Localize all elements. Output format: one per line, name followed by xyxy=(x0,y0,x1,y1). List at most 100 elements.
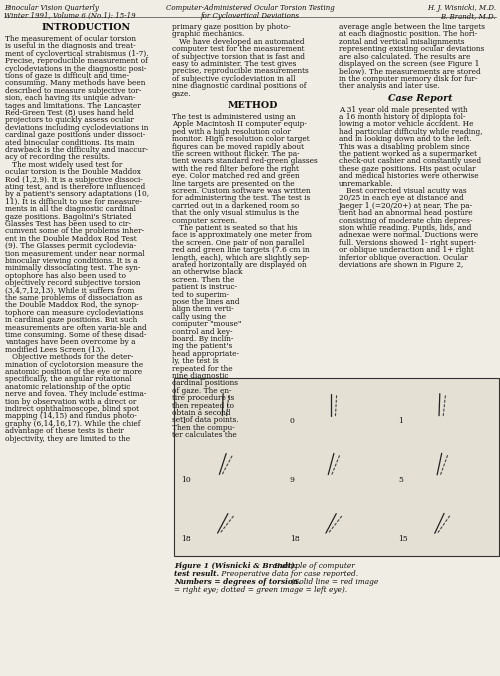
Text: tions of gaze is difficult and time-: tions of gaze is difficult and time- xyxy=(5,72,129,80)
Text: face is approximately one meter from: face is approximately one meter from xyxy=(172,231,312,239)
Text: drawback is the difficulty and inaccur-: drawback is the difficulty and inaccur- xyxy=(5,146,148,154)
Text: nerve and fovea. They include estima-: nerve and fovea. They include estima- xyxy=(5,390,146,398)
Text: Jaeger 1 (=20/20+) at near. The pa-: Jaeger 1 (=20/20+) at near. The pa- xyxy=(339,202,473,210)
Text: Objective methods for the deter-: Objective methods for the deter- xyxy=(5,353,134,361)
Text: Figure 1 (Wisnicki & Brandt):: Figure 1 (Wisnicki & Brandt): xyxy=(174,562,298,570)
Text: by a patient's sensory adaptations (10,: by a patient's sensory adaptations (10, xyxy=(5,191,149,198)
Text: nine diagnostic cardinal positions of: nine diagnostic cardinal positions of xyxy=(172,82,306,90)
Text: repeated for the: repeated for the xyxy=(172,364,233,372)
Text: ments in all the diagnostic cardinal: ments in all the diagnostic cardinal xyxy=(5,206,136,213)
Text: projectors to quickly assess ocular: projectors to quickly assess ocular xyxy=(5,116,134,124)
Text: unremarkable.: unremarkable. xyxy=(339,180,394,188)
Text: primary gaze position by photo-: primary gaze position by photo- xyxy=(172,23,290,31)
Text: set of data points.: set of data points. xyxy=(172,416,239,425)
Text: head appropriate-: head appropriate- xyxy=(172,349,239,358)
Text: tages and limitations. The Lancaster: tages and limitations. The Lancaster xyxy=(5,101,141,110)
Text: 1: 1 xyxy=(398,416,403,425)
Text: Glasses Test has been used to cir-: Glasses Test has been used to cir- xyxy=(5,220,131,228)
Bar xyxy=(174,378,499,556)
Text: in the computer memory disk for fur-: in the computer memory disk for fur- xyxy=(339,75,477,82)
Text: screen. Then the: screen. Then the xyxy=(172,276,234,284)
Text: acy of recording the results.: acy of recording the results. xyxy=(5,153,110,162)
Text: easy to administer. The test gives: easy to administer. The test gives xyxy=(172,60,296,68)
Text: nine diagnostic: nine diagnostic xyxy=(172,372,229,380)
Text: cumvent some of the problems inher-: cumvent some of the problems inher- xyxy=(5,227,144,235)
Text: measurements are often varia-ble and: measurements are often varia-ble and xyxy=(5,324,147,332)
Text: computer "mouse": computer "mouse" xyxy=(172,320,242,329)
Text: monitor. High resolution color target: monitor. High resolution color target xyxy=(172,135,310,143)
Text: computer screen.: computer screen. xyxy=(172,216,238,224)
Text: test result.: test result. xyxy=(174,570,219,578)
Text: mapping (14,15) and fundus photo-: mapping (14,15) and fundus photo- xyxy=(5,412,137,420)
Text: a 16 month history of diplopia fol-: a 16 month history of diplopia fol- xyxy=(339,113,466,121)
Text: ly, the test is: ly, the test is xyxy=(172,357,219,365)
Text: Winter 1991, Volume 6 (No.1): 15-19: Winter 1991, Volume 6 (No.1): 15-19 xyxy=(4,12,136,20)
Text: described to measure subjective tor-: described to measure subjective tor- xyxy=(5,87,141,95)
Text: modified Lees Screen (13).: modified Lees Screen (13). xyxy=(5,346,106,354)
Text: an otherwise black: an otherwise black xyxy=(172,268,242,276)
Text: for administering the test. The test is: for administering the test. The test is xyxy=(172,195,310,202)
Text: cyclodeviations in the diagnostic posi-: cyclodeviations in the diagnostic posi- xyxy=(5,65,146,72)
Text: The most widely used test for: The most widely used test for xyxy=(5,161,122,169)
Text: 10: 10 xyxy=(182,476,192,484)
Text: ent in the Double Maddox Rod Test: ent in the Double Maddox Rod Test xyxy=(5,235,136,243)
Text: average angle between the line targets: average angle between the line targets xyxy=(339,23,485,31)
Text: 15: 15 xyxy=(398,535,408,544)
Text: minimally dissociating test. The syn-: minimally dissociating test. The syn- xyxy=(5,264,140,272)
Text: time consuming. Some of these disad-: time consuming. Some of these disad- xyxy=(5,331,146,339)
Text: 11). It is difficult to use for measure-: 11). It is difficult to use for measure- xyxy=(5,198,142,206)
Text: tient had an abnormal head posture: tient had an abnormal head posture xyxy=(339,209,472,217)
Text: The patient is seated so that his: The patient is seated so that his xyxy=(172,224,298,232)
Text: anatomic relationship of the optic: anatomic relationship of the optic xyxy=(5,383,130,391)
Text: adnexae were normal. Ductions were: adnexae were normal. Ductions were xyxy=(339,231,478,239)
Text: and medical histories were otherwise: and medical histories were otherwise xyxy=(339,172,478,180)
Text: tient wears standard red-green glasses: tient wears standard red-green glasses xyxy=(172,158,318,166)
Text: (3,4,7,12,13). While it suffers from: (3,4,7,12,13). While it suffers from xyxy=(5,287,134,295)
Text: Binocular Vision Quarterly: Binocular Vision Quarterly xyxy=(4,4,99,12)
Text: at each diagnostic position. The hori-: at each diagnostic position. The hori- xyxy=(339,30,477,39)
Text: with the red filter before the right: with the red filter before the right xyxy=(172,165,299,173)
Text: Preoperative data for case reported.: Preoperative data for case reported. xyxy=(219,570,358,578)
Text: deviations are shown in Figure 2,: deviations are shown in Figure 2, xyxy=(339,261,464,269)
Text: consuming. Many methods have been: consuming. Many methods have been xyxy=(5,79,146,87)
Text: lowing a motor vehicle accident. He: lowing a motor vehicle accident. He xyxy=(339,120,473,128)
Text: cardinal gaze positions under dissoci-: cardinal gaze positions under dissoci- xyxy=(5,131,145,139)
Text: check-out cashier and constantly used: check-out cashier and constantly used xyxy=(339,158,481,166)
Text: the screen. One pair of non parallel: the screen. One pair of non parallel xyxy=(172,239,304,247)
Text: tophore can measure cyclodeviations: tophore can measure cyclodeviations xyxy=(5,309,143,317)
Text: Numbers = degrees of torsion.: Numbers = degrees of torsion. xyxy=(174,578,301,586)
Text: The measurement of ocular torsion: The measurement of ocular torsion xyxy=(5,35,136,43)
Text: A 31 year old male presented with: A 31 year old male presented with xyxy=(339,105,468,114)
Text: below). The measurements are stored: below). The measurements are stored xyxy=(339,68,481,76)
Text: precise, reproducible measurements: precise, reproducible measurements xyxy=(172,68,309,76)
Text: in cardinal gaze positions. But such: in cardinal gaze positions. But such xyxy=(5,316,137,324)
Text: H. J. Wisnicki, M.D.: H. J. Wisnicki, M.D. xyxy=(427,4,496,12)
Text: ter calculates the: ter calculates the xyxy=(172,431,237,439)
Text: consisting of moderate chin depres-: consisting of moderate chin depres- xyxy=(339,216,472,224)
Text: 18: 18 xyxy=(182,535,192,544)
Text: of subjective cyclodeviation in all: of subjective cyclodeviation in all xyxy=(172,75,296,82)
Text: inferior oblique overaction. Ocular: inferior oblique overaction. Ocular xyxy=(339,254,468,262)
Text: specifically, the angular rotational: specifically, the angular rotational xyxy=(5,375,132,383)
Text: graphic mechanics.: graphic mechanics. xyxy=(172,30,244,39)
Text: optophore has also been used to: optophore has also been used to xyxy=(5,272,126,280)
Text: Precise, reproducible measurement of: Precise, reproducible measurement of xyxy=(5,57,148,65)
Text: INTRODUCTION: INTRODUCTION xyxy=(42,23,130,32)
Text: ther analysis and later use.: ther analysis and later use. xyxy=(339,82,440,90)
Text: (Solid line = red image: (Solid line = red image xyxy=(289,578,378,586)
Text: line targets are presented on the: line targets are presented on the xyxy=(172,180,294,188)
Text: the same problems of dissociation as: the same problems of dissociation as xyxy=(5,294,142,302)
Text: arated horizontally are displayed on: arated horizontally are displayed on xyxy=(172,261,306,269)
Text: gaze.: gaze. xyxy=(172,90,192,97)
Text: Rod (1,2,9). It is a subjective dissoci-: Rod (1,2,9). It is a subjective dissoci- xyxy=(5,176,143,184)
Text: figures can be moved rapidly about: figures can be moved rapidly about xyxy=(172,143,304,151)
Text: graphy (6,14,16,17). While the chief: graphy (6,14,16,17). While the chief xyxy=(5,420,140,428)
Text: carried out in a darkened room so: carried out in a darkened room so xyxy=(172,202,300,210)
Text: cardinal positions: cardinal positions xyxy=(172,379,238,387)
Text: Red-Green Test (8) uses hand held: Red-Green Test (8) uses hand held xyxy=(5,109,134,117)
Text: 1: 1 xyxy=(182,416,186,425)
Text: 20/25 in each eye at distance and: 20/25 in each eye at distance and xyxy=(339,195,464,202)
Text: of subjective torsion that is fast and: of subjective torsion that is fast and xyxy=(172,53,305,61)
Text: We have developed an automated: We have developed an automated xyxy=(172,38,304,46)
Text: objectivity, they are limited to the: objectivity, they are limited to the xyxy=(5,435,130,443)
